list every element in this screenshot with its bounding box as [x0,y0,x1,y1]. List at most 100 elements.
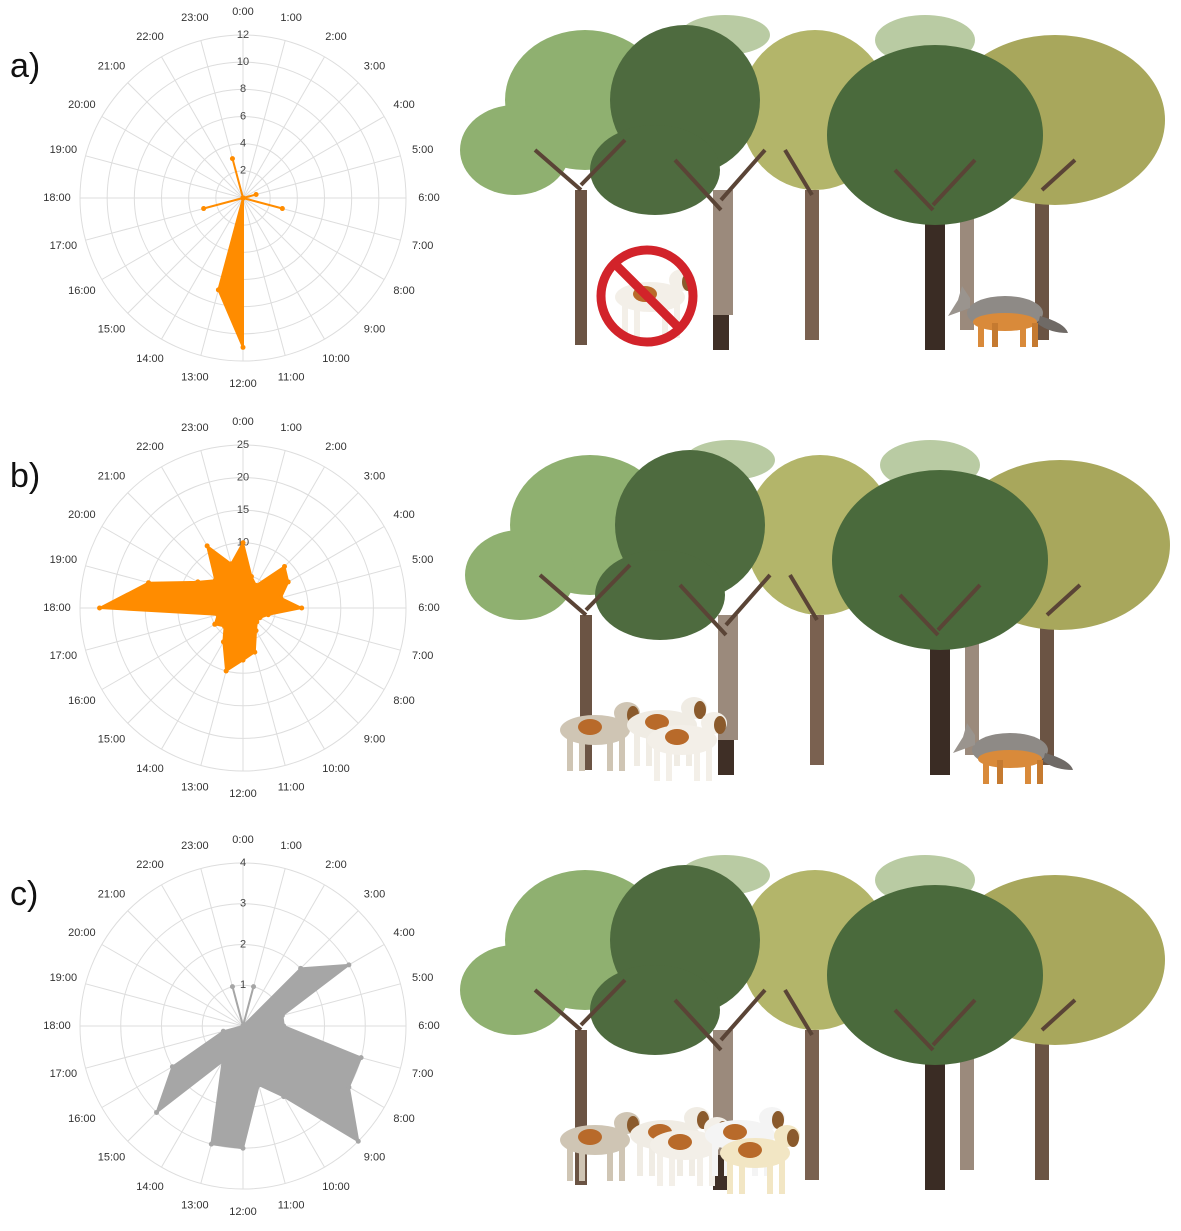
hour-label: 8:00 [393,1113,414,1125]
radar-point [213,578,218,583]
radar-chart: c)12340:001:002:003:004:005:006:007:008:… [10,834,440,1218]
radar-point [256,1083,261,1088]
hour-label: 20:00 [68,927,96,939]
hour-label: 5:00 [412,144,433,156]
r-tick-label: 8 [240,83,246,95]
hour-label: 4:00 [393,927,414,939]
radar-point [254,628,259,633]
radar-point [215,612,220,617]
radar-point [359,1055,364,1060]
radar-point [281,1094,286,1099]
radar-point [286,579,291,584]
hour-label: 15:00 [98,323,126,335]
hour-label: 21:00 [98,470,126,482]
radar-point [299,606,304,611]
hour-label: 20:00 [68,509,96,521]
hour-label: 13:00 [181,782,209,794]
radar-point [241,1024,246,1029]
radar-chart: a)246810120:001:002:003:004:005:006:007:… [10,6,440,390]
hour-label: 11:00 [278,1200,305,1212]
hour-label: 20:00 [68,99,96,111]
hour-label: 1:00 [280,422,301,434]
radar-point [241,1146,246,1151]
radar-point [221,639,226,644]
hour-label: 18:00 [43,602,71,614]
radar-point [146,580,151,585]
hour-label: 13:00 [181,372,209,384]
r-tick-label: 10 [237,56,249,68]
r-tick-label: 2 [240,165,246,177]
hour-label: 10:00 [322,1181,350,1193]
hour-label: 9:00 [364,1151,385,1163]
radar-point [220,1059,225,1064]
hour-label: 6:00 [418,1020,439,1032]
r-tick-label: 15 [237,504,249,516]
radar-point [205,543,210,548]
grid-spoke [243,198,358,313]
radar-point [241,658,246,663]
r-tick-label: 2 [240,938,246,950]
hour-label: 22:00 [136,31,164,43]
hour-label: 11:00 [278,782,305,794]
hour-label: 1:00 [280,12,301,24]
radar-point [201,206,206,211]
scene-a [460,15,1165,350]
hour-label: 17:00 [50,650,78,662]
hour-label: 0:00 [232,6,253,18]
grid-spoke [243,608,384,690]
hour-label: 18:00 [43,192,71,204]
radar-chart: b)5101520250:001:002:003:004:005:006:007… [10,416,440,800]
radar-point [254,192,259,197]
hour-label: 12:00 [229,378,257,390]
radar-point [252,650,257,655]
hour-label: 16:00 [68,1113,96,1125]
radar-point [257,615,262,620]
hour-label: 23:00 [181,422,209,434]
hour-label: 9:00 [364,323,385,335]
hour-label: 14:00 [136,1181,164,1193]
r-tick-label: 25 [237,439,249,451]
radar-point [97,606,102,611]
radar-point [230,984,235,989]
radar-point [216,287,221,292]
panel-label: b) [10,457,40,495]
grid-spoke [243,83,358,198]
hour-label: 2:00 [325,31,346,43]
radar-point [254,583,259,588]
hour-label: 7:00 [412,650,433,662]
hour-label: 23:00 [181,840,209,852]
hour-label: 14:00 [136,763,164,775]
radar-point [230,156,235,161]
radar-point [251,984,256,989]
hour-label: 3:00 [364,470,385,482]
radar-point [298,966,303,971]
r-tick-label: 6 [240,110,246,122]
hour-label: 13:00 [181,1200,209,1212]
hour-label: 15:00 [98,733,126,745]
radar-point [195,579,200,584]
hour-label: 11:00 [278,372,305,384]
hour-label: 0:00 [232,834,253,846]
radar-point [280,206,285,211]
scene-c [460,855,1165,1194]
r-tick-label: 12 [237,29,249,41]
grid-spoke [128,911,243,1026]
hour-label: 19:00 [50,554,78,566]
r-tick-label: 3 [240,898,246,910]
radar-point [241,196,246,201]
grid-spoke [128,83,243,198]
grid-spoke [162,885,244,1026]
radar-area [100,543,302,671]
radar-point [224,668,229,673]
hour-label: 5:00 [412,972,433,984]
radar-point [346,962,351,967]
r-tick-label: 1 [240,979,246,991]
hour-label: 10:00 [322,353,350,365]
grid-spoke [162,57,244,198]
radar-point [282,564,287,569]
hour-label: 22:00 [136,441,164,453]
hour-label: 9:00 [364,733,385,745]
figure: a)246810120:001:002:003:004:005:006:007:… [0,0,1181,1226]
hour-label: 4:00 [393,509,414,521]
hour-label: 3:00 [364,888,385,900]
